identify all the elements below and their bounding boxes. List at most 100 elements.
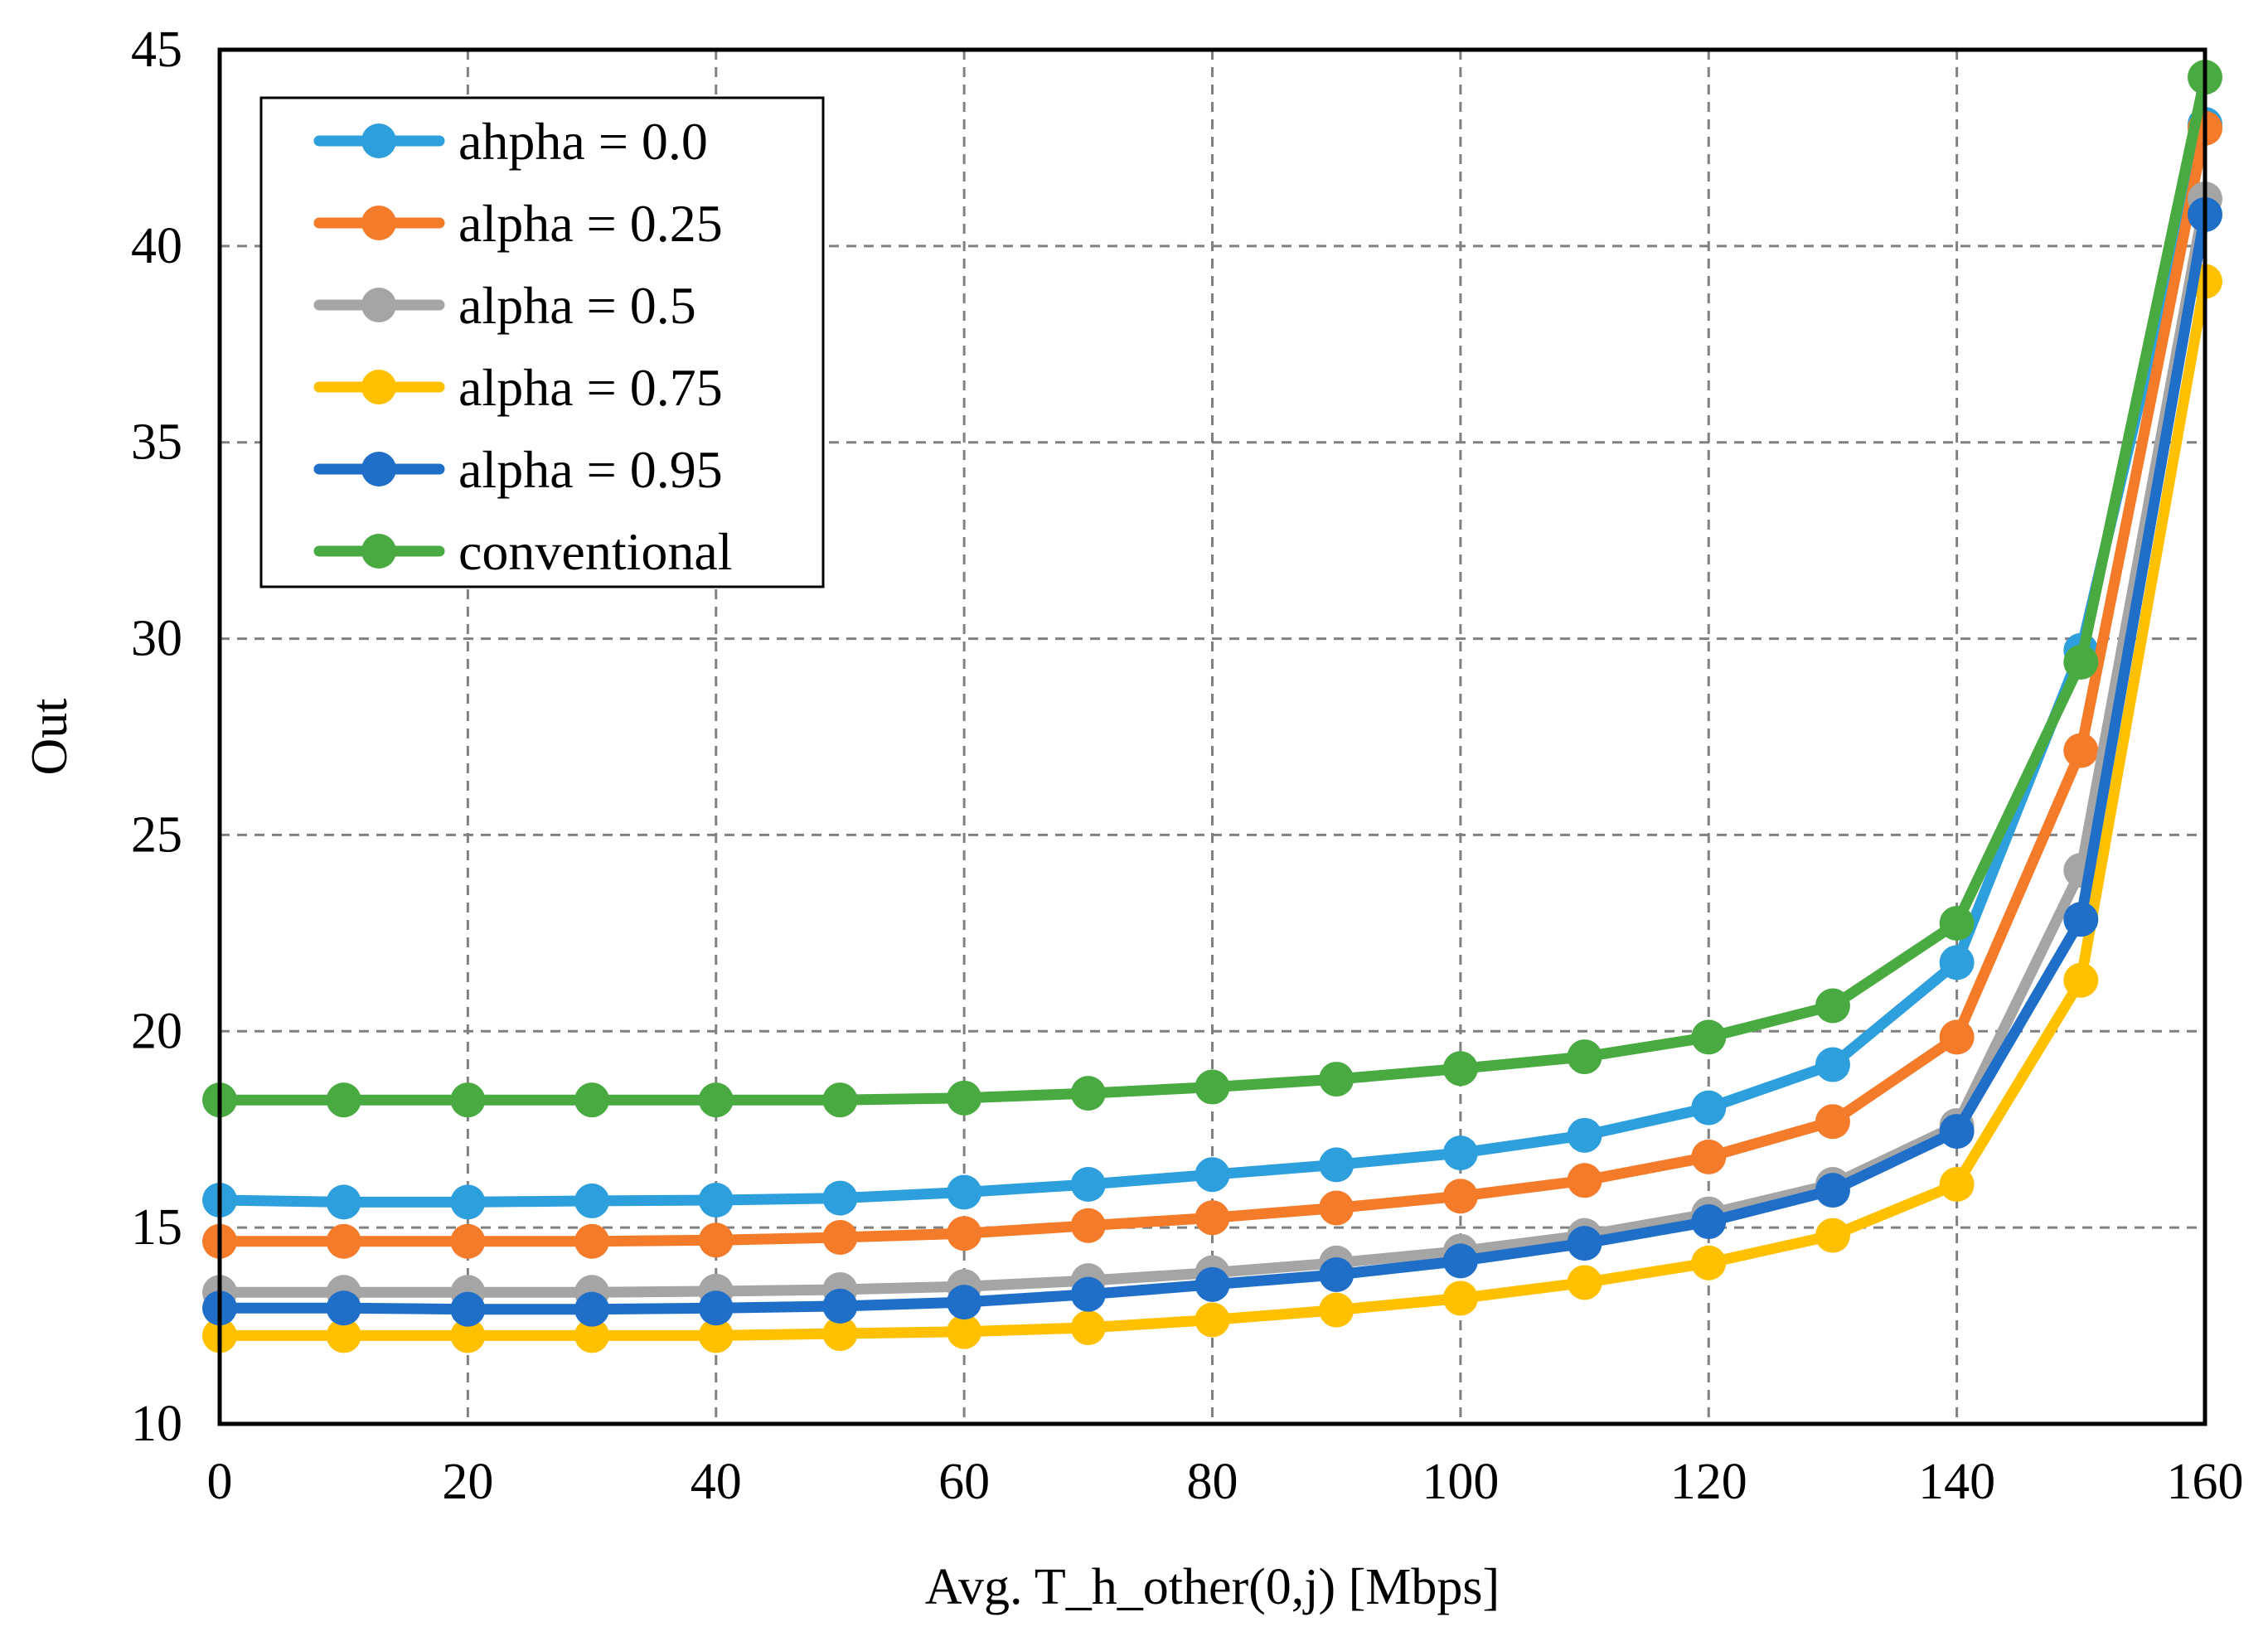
data-point bbox=[1939, 906, 1975, 942]
y-tick-label: 40 bbox=[131, 218, 182, 274]
data-point bbox=[450, 1318, 486, 1353]
data-point bbox=[1442, 1051, 1478, 1087]
x-tick-label: 20 bbox=[442, 1454, 493, 1510]
data-point bbox=[1070, 1076, 1106, 1111]
data-point bbox=[1319, 1147, 1354, 1183]
plot-area-frame bbox=[217, 47, 2207, 1426]
data-point bbox=[1319, 1256, 1354, 1292]
data-point bbox=[1567, 1163, 1602, 1198]
y-axis-ticks: 10 15 20 25 30 35 40 45 bbox=[131, 22, 182, 1452]
data-point bbox=[1195, 1302, 1230, 1338]
x-tick-label: 60 bbox=[938, 1454, 990, 1510]
data-point bbox=[1442, 1243, 1478, 1279]
y-tick-label: 25 bbox=[131, 806, 182, 863]
data-point bbox=[698, 1222, 734, 1258]
legend-marker bbox=[361, 206, 396, 240]
legend-label: conventional bbox=[458, 522, 733, 581]
series-3 bbox=[202, 264, 2222, 1353]
data-point bbox=[326, 1082, 361, 1118]
data-point bbox=[1319, 1190, 1354, 1226]
legend-entry: alpha = 0.95 bbox=[313, 440, 723, 499]
data-point bbox=[1195, 1200, 1230, 1236]
data-point bbox=[698, 1290, 734, 1326]
data-point bbox=[2063, 962, 2099, 998]
data-point bbox=[326, 1290, 361, 1326]
legend-marker bbox=[361, 288, 396, 322]
data-point bbox=[1691, 1019, 1727, 1055]
data-point bbox=[1815, 1173, 1850, 1208]
legend-entry: alpha = 0.25 bbox=[313, 194, 723, 253]
data-point bbox=[1939, 1167, 1975, 1203]
data-point bbox=[1070, 1310, 1106, 1345]
x-tick-label: 140 bbox=[1918, 1454, 1995, 1510]
series-4 bbox=[202, 196, 2222, 1327]
x-tick-label: 80 bbox=[1187, 1454, 1238, 1510]
y-tick-label: 15 bbox=[131, 1199, 182, 1256]
data-point bbox=[1195, 1266, 1230, 1302]
data-point bbox=[947, 1174, 982, 1210]
legend-box bbox=[259, 96, 825, 588]
data-point bbox=[1070, 1276, 1106, 1312]
data-point bbox=[326, 1318, 361, 1353]
legend-entry: ahpha = 0.0 bbox=[313, 112, 708, 171]
data-point bbox=[2063, 644, 2099, 680]
data-point bbox=[822, 1316, 858, 1352]
data-point bbox=[1070, 1208, 1106, 1243]
data-point bbox=[698, 1082, 734, 1118]
data-point bbox=[1319, 1292, 1354, 1328]
y-tick-label: 35 bbox=[131, 414, 182, 471]
data-point bbox=[822, 1219, 858, 1255]
data-point bbox=[574, 1183, 610, 1218]
data-point bbox=[1691, 1204, 1727, 1240]
x-tick-label: 40 bbox=[691, 1454, 742, 1510]
data-point bbox=[574, 1318, 610, 1353]
data-point bbox=[1442, 1135, 1478, 1171]
data-point bbox=[450, 1082, 486, 1118]
legend-entry: alpha = 0.5 bbox=[313, 276, 696, 335]
data-point bbox=[698, 1182, 734, 1218]
data-point bbox=[1815, 1218, 1850, 1253]
data-point bbox=[1691, 1245, 1727, 1280]
data-point bbox=[1939, 1114, 1975, 1150]
data-point bbox=[326, 1223, 361, 1259]
data-point bbox=[1939, 1019, 1975, 1055]
legend-label: alpha = 0.5 bbox=[458, 276, 696, 335]
legend-marker bbox=[361, 534, 396, 569]
y-tick-label: 30 bbox=[131, 611, 182, 667]
y-tick-label: 20 bbox=[131, 1003, 182, 1059]
data-point bbox=[574, 1082, 610, 1118]
data-point bbox=[1195, 1157, 1230, 1193]
x-tick-label: 160 bbox=[2167, 1454, 2244, 1510]
data-point bbox=[947, 1216, 982, 1251]
x-axis-ticks: 0 20 40 60 80 100 120 140 160 bbox=[207, 1454, 2244, 1510]
data-point bbox=[822, 1288, 858, 1324]
data-point bbox=[947, 1314, 982, 1349]
data-point bbox=[1691, 1090, 1727, 1126]
data-point bbox=[1070, 1167, 1106, 1203]
legend-label: ahpha = 0.0 bbox=[458, 112, 708, 171]
data-point bbox=[1815, 1047, 1850, 1082]
data-point bbox=[574, 1223, 610, 1259]
data-point bbox=[1815, 988, 1850, 1024]
legend: ahpha = 0.0 alpha = 0.25 alpha = 0.5 alpha … bbox=[259, 96, 825, 588]
data-point bbox=[2063, 902, 2099, 937]
legend-entry: alpha = 0.75 bbox=[313, 358, 723, 417]
data-point bbox=[450, 1223, 486, 1259]
y-tick-label: 45 bbox=[131, 22, 182, 78]
series-1 bbox=[202, 110, 2222, 1259]
data-point bbox=[1567, 1265, 1602, 1300]
data-point bbox=[1567, 1226, 1602, 1261]
data-point bbox=[1319, 1062, 1354, 1097]
x-tick-label: 100 bbox=[1422, 1454, 1499, 1510]
y-tick-label: 10 bbox=[131, 1396, 182, 1452]
x-tick-label: 120 bbox=[1670, 1454, 1747, 1510]
data-point bbox=[450, 1291, 486, 1327]
data-point bbox=[1567, 1039, 1602, 1075]
data-point bbox=[698, 1318, 734, 1353]
data-point bbox=[1195, 1069, 1230, 1105]
legend-label: alpha = 0.75 bbox=[458, 358, 723, 417]
legend-entry: conventional bbox=[313, 522, 733, 581]
data-point bbox=[1939, 945, 1975, 980]
legend-label: alpha = 0.25 bbox=[458, 194, 723, 253]
